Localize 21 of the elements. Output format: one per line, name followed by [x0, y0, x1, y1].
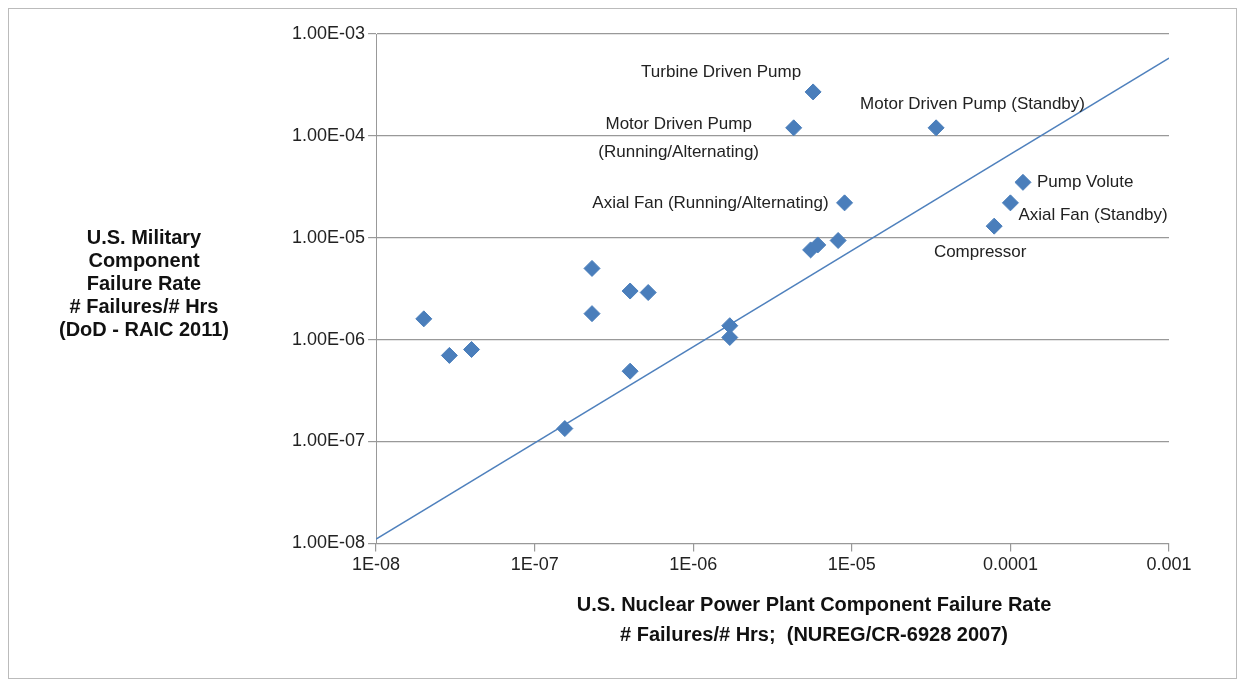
annotation: Pump Volute: [1036, 172, 1134, 192]
annotation: Axial Fan (Running/Alternating): [592, 192, 829, 212]
x-tick-label: 1E-07: [510, 554, 559, 575]
y-tick-label: 1.00E-04: [291, 124, 366, 145]
annotation: Compressor: [933, 241, 1027, 261]
x-tick-label: 1E-05: [827, 554, 876, 575]
y-tick-label: 1.00E-03: [291, 22, 366, 43]
annotation: Motor Driven Pump (Standby): [860, 93, 1085, 113]
x-tick-label: 1E-08: [352, 554, 401, 575]
annotation: Motor Driven Pump (Running/Alternating): [598, 113, 760, 161]
annotation: Turbine Driven Pump: [641, 61, 802, 81]
x-tick-label: 0.0001: [982, 554, 1038, 575]
x-axis-title: U.S. Nuclear Power Plant Component Failure Rate # Failures/# Hrs; (NUREG/CR-6928 2007): [575, 592, 1053, 647]
y-axis-title: U.S. Military Component Failure Rate # Failures/# Hrs (DoD - RAIC 2011): [58, 226, 230, 341]
annotation: Axial Fan (Standby): [1018, 204, 1168, 224]
x-tick-label: 0.001: [1146, 554, 1192, 575]
y-tick-label: 1.00E-08: [291, 532, 366, 553]
y-tick-label: 1.00E-07: [291, 430, 366, 451]
y-tick-label: 1.00E-06: [291, 328, 366, 349]
y-tick-label: 1.00E-05: [291, 226, 366, 247]
x-tick-label: 1E-06: [669, 554, 718, 575]
